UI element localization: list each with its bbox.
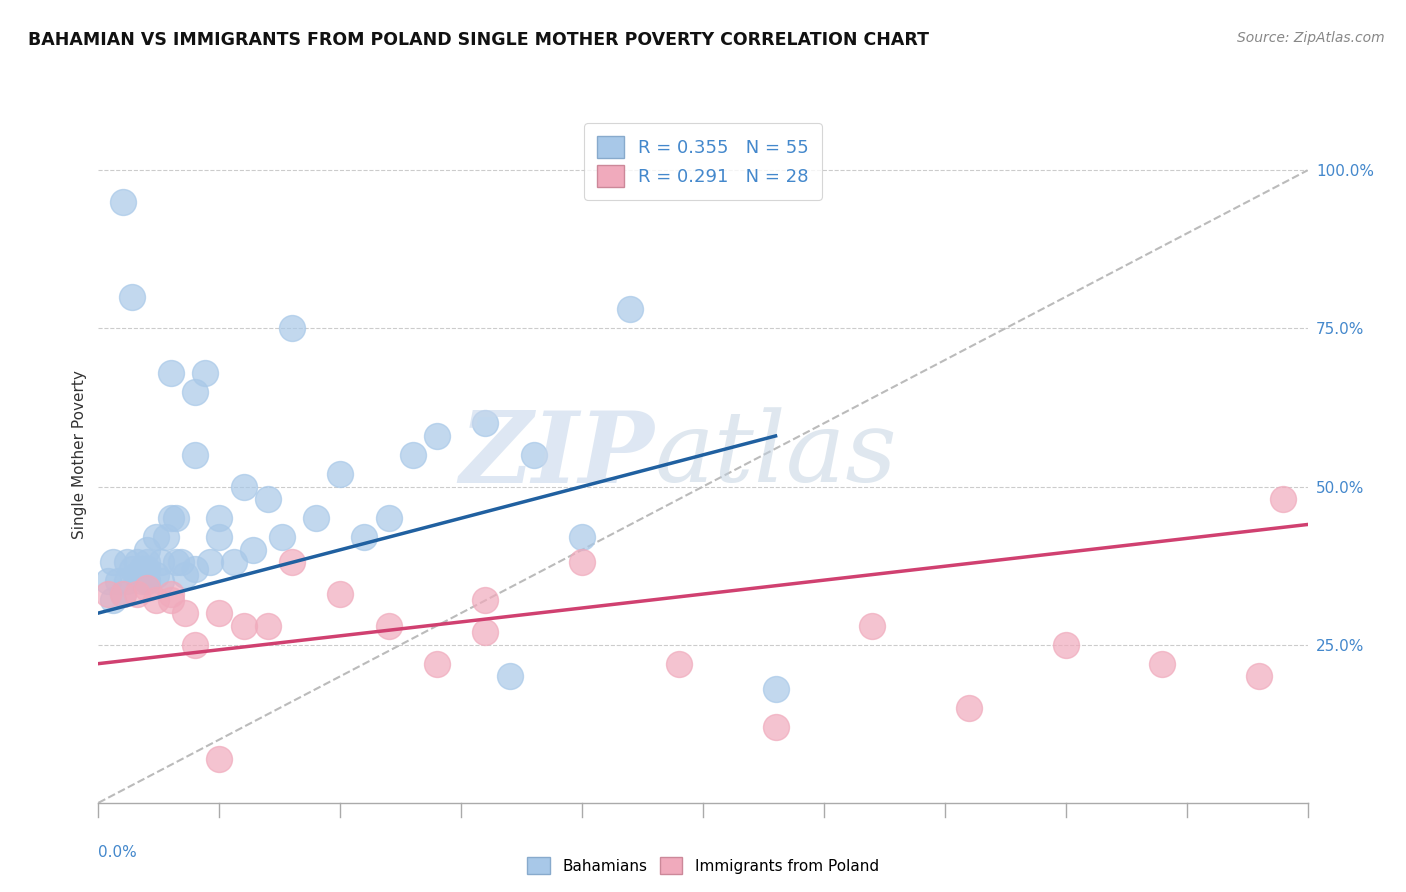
Point (208, 751, 231, 765)
Point (155, 530, 177, 544)
Point (957, 701, 980, 715)
Point (97, 587, 120, 601)
Point (184, 638, 207, 652)
Point (160, 366, 183, 380)
Point (498, 669, 520, 683)
Point (121, 290, 143, 304)
Point (135, 542, 157, 557)
Point (377, 618, 399, 632)
Point (474, 593, 496, 607)
Point (523, 448, 546, 462)
Point (571, 530, 593, 544)
Point (169, 556, 191, 570)
Point (668, 657, 690, 671)
Point (160, 511, 183, 525)
Point (194, 366, 217, 380)
Point (1249, 669, 1271, 683)
Point (198, 556, 221, 570)
Point (174, 568, 197, 582)
Point (208, 606, 231, 620)
Point (131, 574, 153, 589)
Point (184, 562, 207, 576)
Point (127, 568, 149, 582)
Point (1272, 492, 1295, 507)
Point (111, 587, 134, 601)
Point (135, 574, 157, 589)
Point (135, 556, 157, 570)
Point (165, 556, 187, 570)
Point (135, 581, 157, 595)
Text: ZIP: ZIP (460, 407, 655, 503)
Point (256, 618, 278, 632)
Point (117, 574, 139, 589)
Point (271, 530, 294, 544)
Text: Source: ZipAtlas.com: Source: ZipAtlas.com (1237, 31, 1385, 45)
Text: 0.0%: 0.0% (98, 845, 138, 860)
Point (860, 618, 883, 632)
Point (281, 321, 304, 335)
Point (353, 530, 375, 544)
Point (222, 556, 245, 570)
Point (426, 429, 449, 443)
Point (174, 606, 197, 620)
Point (150, 556, 173, 570)
Point (131, 562, 153, 576)
Point (127, 587, 149, 601)
Point (145, 530, 167, 544)
Point (474, 625, 496, 640)
Point (1054, 638, 1077, 652)
Point (184, 448, 207, 462)
Point (281, 556, 304, 570)
Point (208, 530, 231, 544)
Point (232, 618, 254, 632)
Point (145, 568, 167, 582)
Text: BAHAMIAN VS IMMIGRANTS FROM POLAND SINGLE MOTHER POVERTY CORRELATION CHART: BAHAMIAN VS IMMIGRANTS FROM POLAND SINGL… (28, 31, 929, 49)
Point (1152, 657, 1174, 671)
Point (242, 542, 264, 557)
Point (145, 593, 167, 607)
Point (305, 511, 328, 525)
Point (232, 479, 254, 493)
Point (127, 556, 149, 570)
Text: atlas: atlas (655, 408, 897, 502)
Point (107, 574, 129, 589)
Point (329, 467, 352, 481)
Point (426, 657, 449, 671)
Point (150, 574, 173, 589)
Point (111, 587, 134, 601)
Point (135, 562, 157, 576)
Point (619, 302, 641, 317)
Point (117, 556, 139, 570)
Y-axis label: Single Mother Poverty: Single Mother Poverty (72, 370, 87, 540)
Point (571, 556, 593, 570)
Point (765, 681, 787, 696)
Point (256, 492, 278, 507)
Point (160, 593, 183, 607)
Legend: R = 0.355   N = 55, R = 0.291   N = 28: R = 0.355 N = 55, R = 0.291 N = 28 (585, 123, 821, 200)
Legend: Bahamians, Immigrants from Poland: Bahamians, Immigrants from Poland (522, 851, 884, 880)
Point (101, 593, 124, 607)
Point (184, 384, 207, 399)
Point (329, 587, 352, 601)
Point (377, 511, 399, 525)
Point (121, 562, 143, 576)
Point (160, 587, 183, 601)
Point (135, 574, 157, 589)
Point (165, 511, 187, 525)
Point (474, 417, 496, 431)
Point (101, 556, 124, 570)
Point (765, 720, 787, 734)
Point (111, 194, 134, 209)
Point (402, 448, 425, 462)
Point (97, 574, 120, 589)
Point (208, 511, 231, 525)
